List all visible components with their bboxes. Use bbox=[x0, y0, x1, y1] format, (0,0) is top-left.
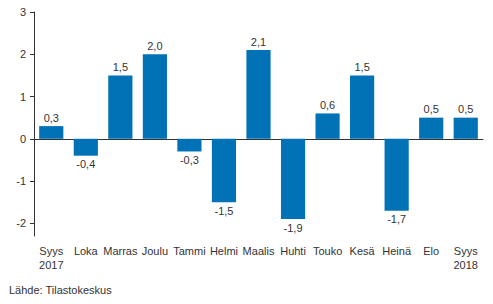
svg-text:0,6: 0,6 bbox=[320, 99, 335, 111]
svg-text:Loka: Loka bbox=[74, 245, 99, 257]
svg-text:2,0: 2,0 bbox=[147, 40, 162, 52]
svg-text:-1: -1 bbox=[16, 175, 26, 187]
svg-text:-1,5: -1,5 bbox=[214, 205, 233, 217]
svg-text:Kesä: Kesä bbox=[350, 245, 376, 257]
svg-text:-0,4: -0,4 bbox=[76, 158, 95, 170]
svg-text:Helmi: Helmi bbox=[210, 245, 238, 257]
svg-text:Syys: Syys bbox=[454, 245, 478, 257]
svg-text:2018: 2018 bbox=[453, 259, 477, 271]
svg-text:-0,3: -0,3 bbox=[180, 154, 199, 166]
svg-text:2017: 2017 bbox=[39, 259, 63, 271]
svg-text:Maalis: Maalis bbox=[243, 245, 275, 257]
svg-text:0: 0 bbox=[20, 133, 26, 145]
svg-text:1,5: 1,5 bbox=[113, 61, 128, 73]
svg-text:0,5: 0,5 bbox=[458, 103, 473, 115]
svg-text:0,3: 0,3 bbox=[44, 112, 59, 124]
svg-text:Lähde: Tilastokeskus: Lähde: Tilastokeskus bbox=[9, 284, 112, 296]
svg-text:2,1: 2,1 bbox=[251, 36, 266, 48]
svg-text:0,5: 0,5 bbox=[424, 103, 439, 115]
svg-text:Marras: Marras bbox=[103, 245, 138, 257]
svg-text:1,5: 1,5 bbox=[354, 61, 369, 73]
svg-text:Syys: Syys bbox=[39, 245, 63, 257]
svg-text:Heinä: Heinä bbox=[382, 245, 412, 257]
svg-text:-1,9: -1,9 bbox=[284, 222, 303, 234]
svg-text:1: 1 bbox=[20, 91, 26, 103]
svg-text:-1,7: -1,7 bbox=[387, 213, 406, 225]
svg-text:3: 3 bbox=[20, 6, 26, 18]
svg-text:-2: -2 bbox=[16, 217, 26, 229]
svg-text:Tammi: Tammi bbox=[173, 245, 205, 257]
svg-text:Joulu: Joulu bbox=[142, 245, 168, 257]
svg-text:Huhti: Huhti bbox=[280, 245, 306, 257]
svg-text:Touko: Touko bbox=[313, 245, 342, 257]
svg-text:Elo: Elo bbox=[423, 245, 439, 257]
svg-text:2: 2 bbox=[20, 48, 26, 60]
